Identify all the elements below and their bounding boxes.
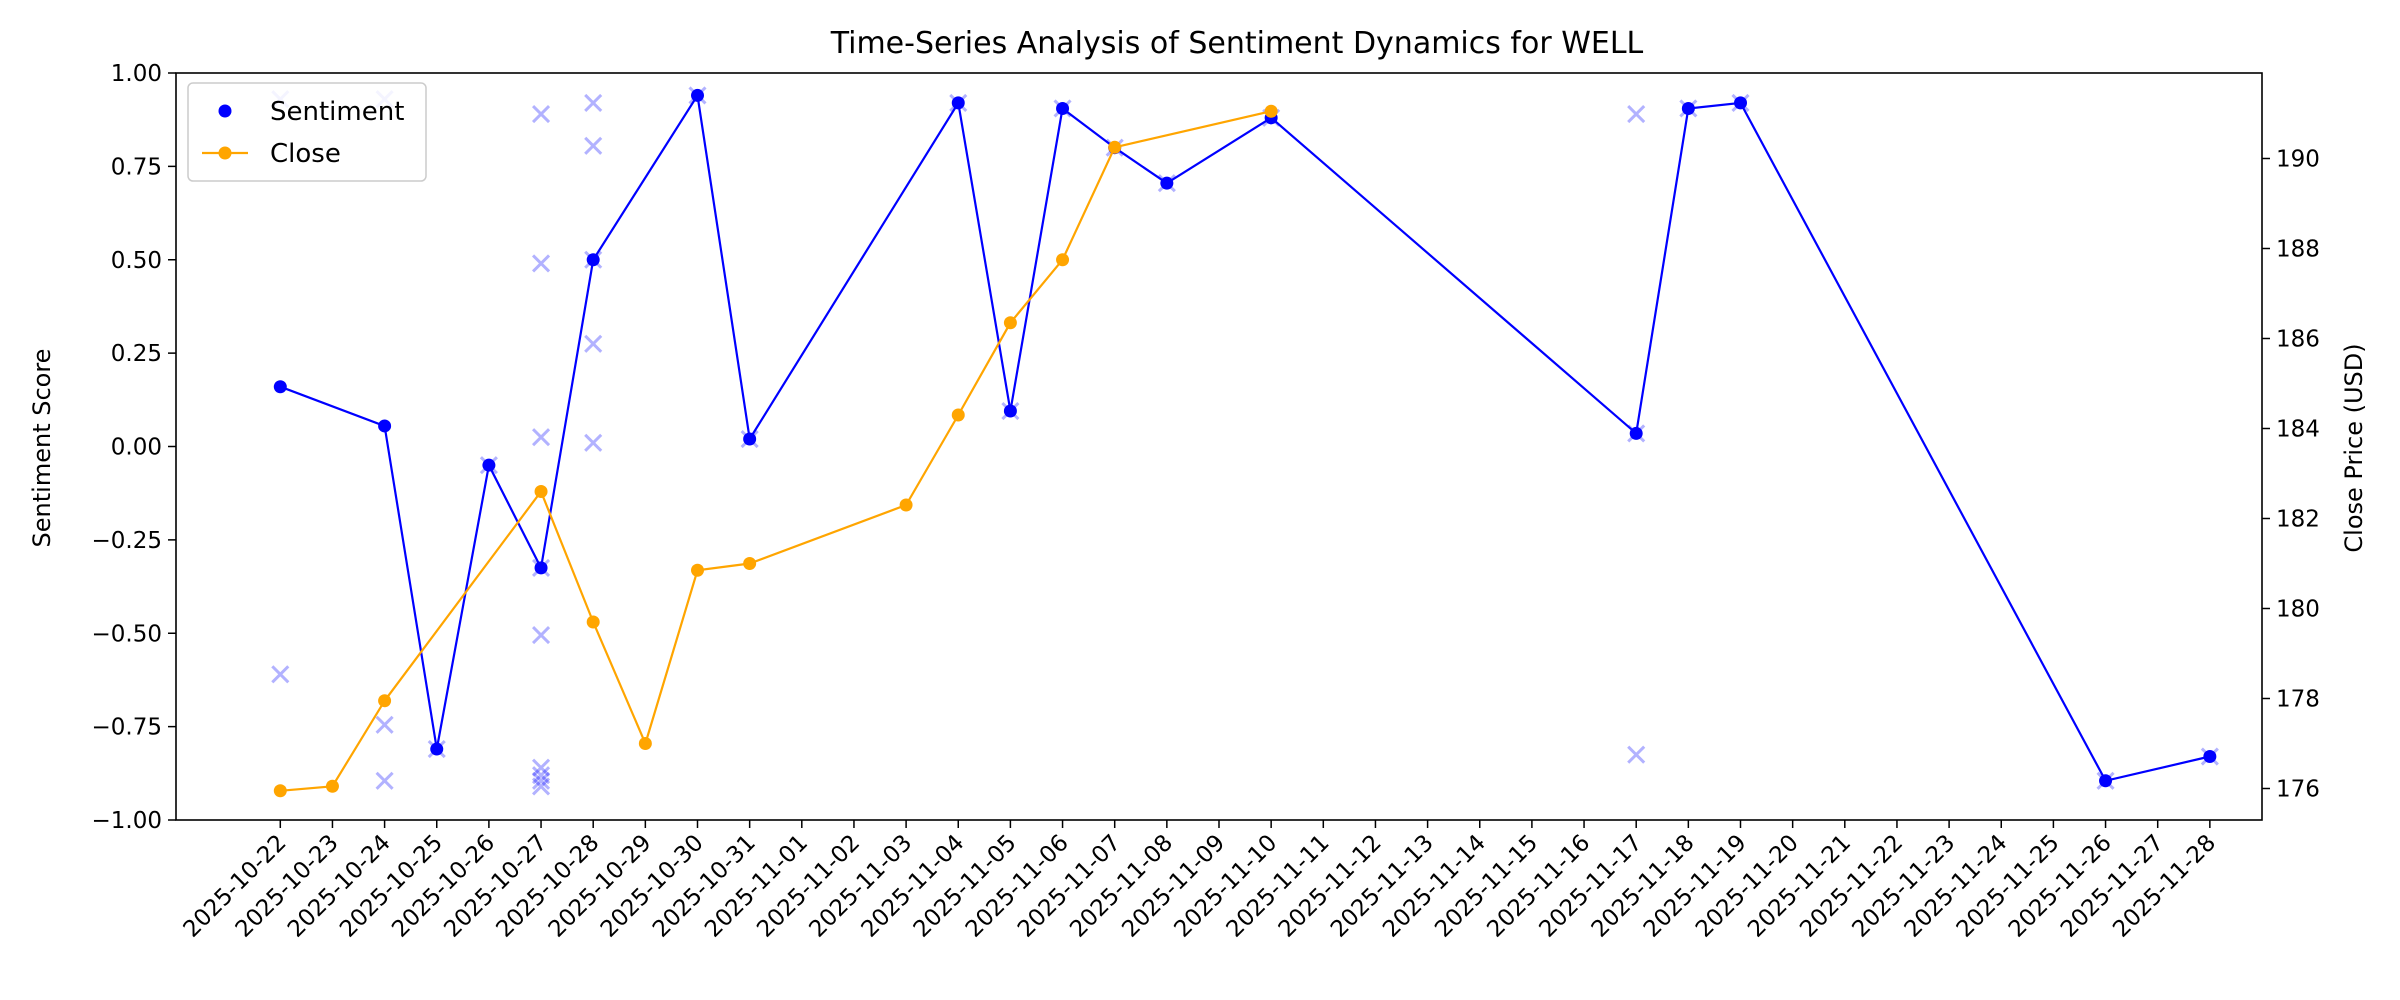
sentiment-raw-x-marker bbox=[584, 334, 603, 353]
y-tick-label: 0.50 bbox=[111, 248, 162, 274]
sentiment-point bbox=[534, 561, 548, 575]
sentiment-raw-x-marker bbox=[375, 715, 394, 734]
sentiment-point bbox=[2099, 774, 2113, 788]
y2-tick-label: 182 bbox=[2276, 507, 2320, 533]
y2-tick-label: 178 bbox=[2276, 687, 2320, 713]
close-point bbox=[378, 694, 392, 708]
sentiment-point bbox=[273, 380, 287, 394]
sentiment-raw-x-marker bbox=[531, 758, 551, 777]
y-tick-label: −0.25 bbox=[92, 528, 162, 554]
close-point bbox=[1108, 140, 1122, 154]
sentiment-point bbox=[1681, 101, 1695, 115]
close-line bbox=[280, 110, 1272, 792]
sentiment-point bbox=[1056, 101, 1070, 115]
y2-tick-label: 190 bbox=[2276, 147, 2320, 173]
y2-tick-label: 184 bbox=[2276, 417, 2320, 443]
y2-tick-label: 180 bbox=[2276, 597, 2320, 623]
y2-axis-label: Close Price (USD) bbox=[2340, 343, 2368, 552]
legend: Sentiment Close bbox=[187, 82, 427, 182]
sentiment-point bbox=[743, 432, 757, 446]
sentiment-raw-x-marker bbox=[375, 771, 394, 790]
legend-close-marker bbox=[218, 146, 232, 160]
sentiment-raw-x-marker bbox=[584, 136, 603, 155]
sentiment-raw-x-marker bbox=[531, 254, 551, 273]
sentiment-raw-x-marker bbox=[584, 433, 603, 452]
sentiment-raw-x-marker bbox=[531, 777, 551, 796]
close-point bbox=[1056, 253, 1070, 267]
y-tick-label: −0.75 bbox=[92, 715, 162, 741]
sentiment-point bbox=[430, 742, 444, 756]
axes: 2025-10-222025-10-232025-10-242025-10-25… bbox=[92, 61, 2320, 943]
sentiment-raw-x-marker bbox=[531, 771, 551, 790]
sentiment-raw-x-marker bbox=[1627, 105, 1646, 124]
close-point bbox=[1264, 104, 1278, 118]
sentiment-point bbox=[378, 419, 392, 433]
y-tick-label: 1.00 bbox=[111, 61, 162, 87]
legend-sentiment-label: Sentiment bbox=[270, 97, 404, 127]
legend-sentiment-marker bbox=[218, 104, 232, 118]
sentiment-raw-x-marker bbox=[584, 93, 603, 112]
plot-area bbox=[271, 86, 2219, 798]
sentiment-line bbox=[279, 92, 2211, 783]
sentiment-point bbox=[482, 458, 496, 472]
sentiment-point bbox=[2203, 750, 2217, 764]
close-point bbox=[1003, 316, 1017, 330]
sentiment-raw-x-marker bbox=[531, 766, 551, 785]
sentiment-point bbox=[586, 253, 600, 267]
sentiment-point bbox=[1003, 404, 1017, 418]
legend-close-label: Close bbox=[270, 139, 341, 169]
y-tick-label: −1.00 bbox=[92, 808, 162, 834]
sentiment-point bbox=[1160, 176, 1174, 190]
y-tick-label: 0.00 bbox=[111, 435, 162, 461]
sentiment-point bbox=[691, 88, 704, 102]
sentiment-raw-x-marker bbox=[271, 665, 290, 684]
sentiment-point bbox=[1629, 426, 1643, 440]
sentiment-raw-x-marker bbox=[531, 626, 551, 645]
close-point bbox=[534, 485, 548, 498]
sentiment-raw-x-marker bbox=[531, 105, 551, 124]
close-point bbox=[899, 498, 913, 512]
legend-box bbox=[187, 82, 427, 182]
sentiment-raw-x-marker bbox=[531, 428, 551, 447]
close-point bbox=[743, 557, 757, 570]
y2-tick-label: 188 bbox=[2276, 237, 2320, 263]
y-axis-label: Sentiment Score bbox=[28, 349, 56, 548]
close-point bbox=[586, 615, 600, 629]
plot-frame bbox=[175, 72, 2263, 821]
close-point bbox=[273, 784, 287, 798]
y-tick-label: 0.75 bbox=[111, 154, 162, 180]
y2-tick-label: 186 bbox=[2276, 327, 2320, 353]
sentiment-point bbox=[1734, 96, 1747, 110]
sentiment-point bbox=[951, 96, 965, 110]
close-point bbox=[691, 563, 704, 577]
y-tick-label: −0.50 bbox=[92, 621, 162, 647]
close-point bbox=[325, 779, 339, 793]
y2-tick-label: 176 bbox=[2276, 777, 2320, 803]
sentiment-raw-x-marker bbox=[1627, 745, 1646, 764]
close-point bbox=[951, 408, 965, 422]
y-tick-label: 0.25 bbox=[111, 341, 162, 367]
close-point bbox=[638, 737, 652, 750]
chart-title: Time-Series Analysis of Sentiment Dynami… bbox=[830, 26, 1644, 61]
